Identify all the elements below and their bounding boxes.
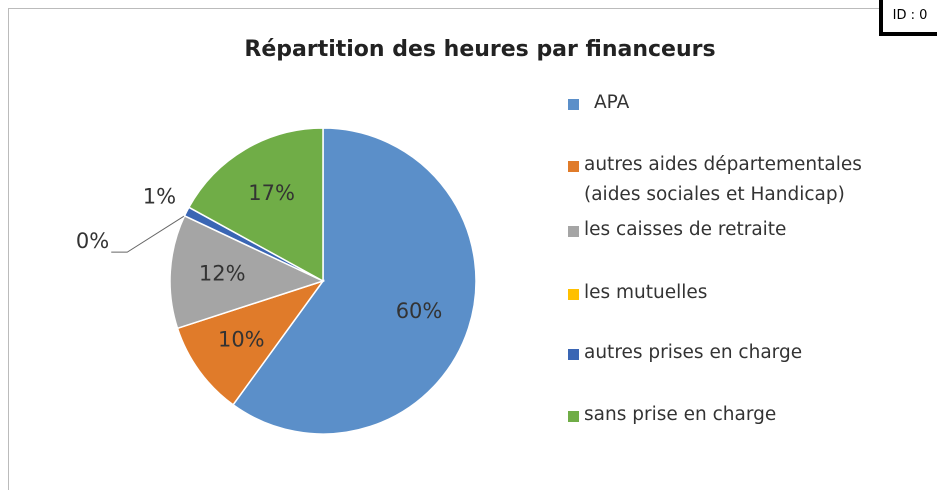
legend-label: APA: [594, 92, 630, 113]
legend-label: les caisses de retraite: [584, 219, 787, 240]
chart-title: Répartition des heures par financeurs: [244, 37, 715, 62]
legend-label: autres prises en charge: [584, 342, 803, 363]
pie-slice: [176, 279, 325, 406]
data-label: 12%: [199, 262, 246, 286]
legend-swatch: [568, 411, 579, 422]
legend-label: autres aides départementales (aides soci…: [584, 154, 862, 205]
data-label: 1%: [143, 185, 176, 209]
leader-line: [111, 215, 185, 253]
data-label: 10%: [218, 327, 265, 351]
data-label: 17%: [248, 181, 295, 205]
legend-label: les mutuelles: [584, 282, 708, 303]
data-label: 0%: [76, 229, 109, 253]
legend-swatch: [568, 349, 579, 360]
legend-swatch: [568, 289, 579, 300]
legend-swatch: [568, 161, 579, 172]
pie-slice: [169, 214, 326, 330]
legend-label: sans prise en charge: [584, 404, 777, 425]
data-label: 60%: [396, 299, 443, 323]
pie-slice: [187, 127, 324, 283]
legend-swatch: [568, 226, 579, 237]
legend-swatch: [568, 99, 579, 110]
pie-slice: [232, 127, 477, 435]
id-badge: ID : 0: [879, 0, 937, 36]
